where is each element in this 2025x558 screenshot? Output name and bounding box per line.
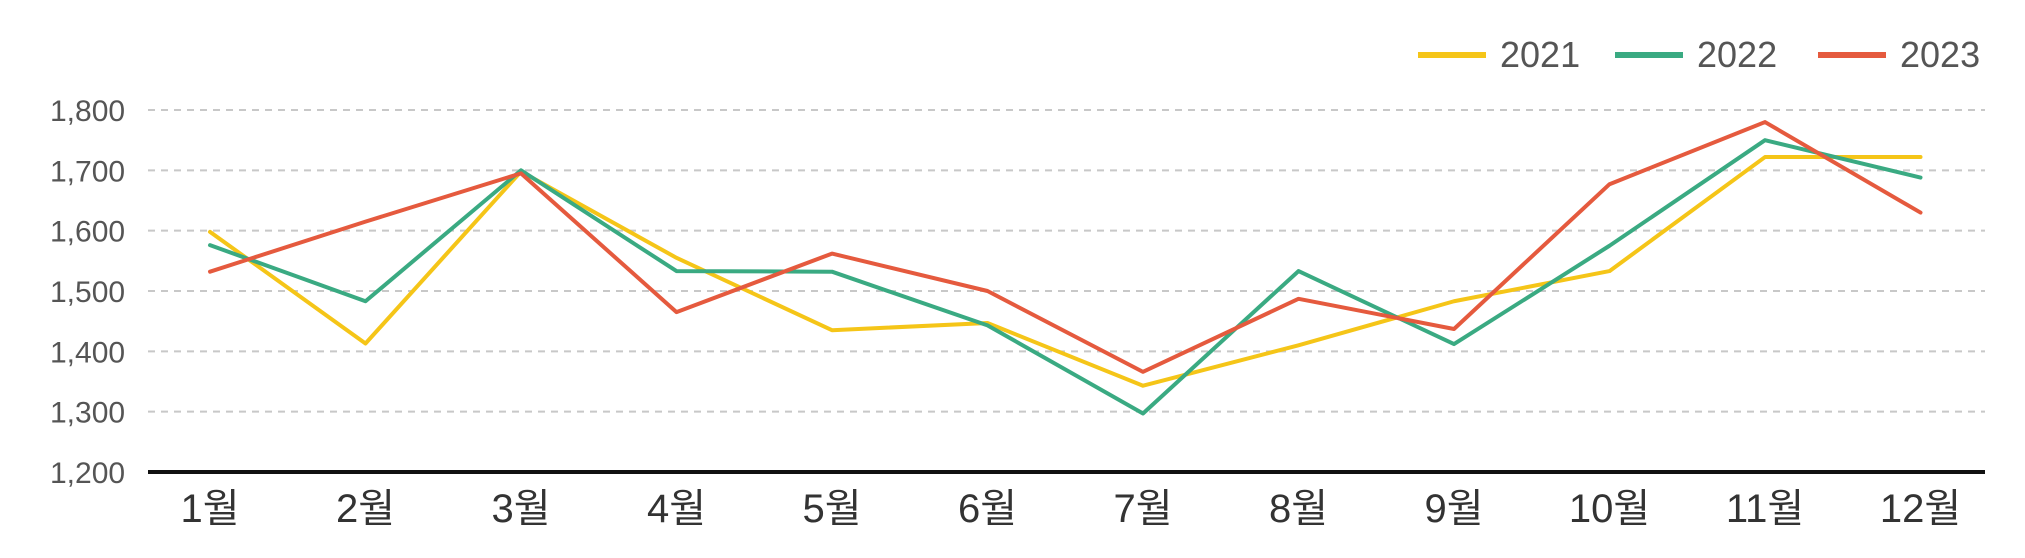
- x-tick-label: 12월: [1880, 487, 1961, 531]
- y-tick-label: 1,400: [50, 336, 125, 369]
- series-line-2021: [208, 155, 1923, 388]
- x-tick-label: 10월: [1569, 487, 1650, 531]
- x-tick-label: 8월: [1269, 487, 1328, 531]
- x-tick-label: 6월: [958, 487, 1017, 531]
- x-tick-label: 1월: [180, 487, 239, 531]
- legend-label-2021: 2021: [1500, 34, 1580, 75]
- y-tick-label: 1,500: [50, 276, 125, 309]
- legend-label-2022: 2022: [1697, 34, 1777, 75]
- x-tick-label: 2월: [336, 487, 395, 531]
- x-tick-label: 4월: [647, 487, 706, 531]
- series-lines: [208, 120, 1923, 416]
- x-tick-label: 9월: [1424, 487, 1483, 531]
- x-axis: 1월 2월 3월 4월 5월 6월 7월 8월 9월 10월 11월 12월: [180, 487, 1961, 531]
- series-line-2023: [208, 120, 1923, 374]
- y-tick-label: 1,200: [50, 457, 125, 490]
- x-tick-label: 3월: [491, 487, 550, 531]
- x-tick-label: 7월: [1113, 487, 1172, 531]
- y-tick-label: 1,700: [50, 155, 125, 188]
- x-tick-label: 11월: [1726, 487, 1804, 531]
- y-tick-label: 1,600: [50, 216, 125, 249]
- gridlines: [148, 109, 1985, 413]
- legend: 2021 2022 2023: [1418, 34, 1980, 75]
- y-tick-label: 1,300: [50, 397, 125, 430]
- x-tick-label: 5월: [802, 487, 861, 531]
- y-axis: 1,200 1,300 1,400 1,500 1,600 1,700 1,800: [50, 95, 125, 490]
- series-line-2022: [208, 138, 1923, 416]
- legend-label-2023: 2023: [1900, 34, 1980, 75]
- y-tick-label: 1,800: [50, 95, 125, 128]
